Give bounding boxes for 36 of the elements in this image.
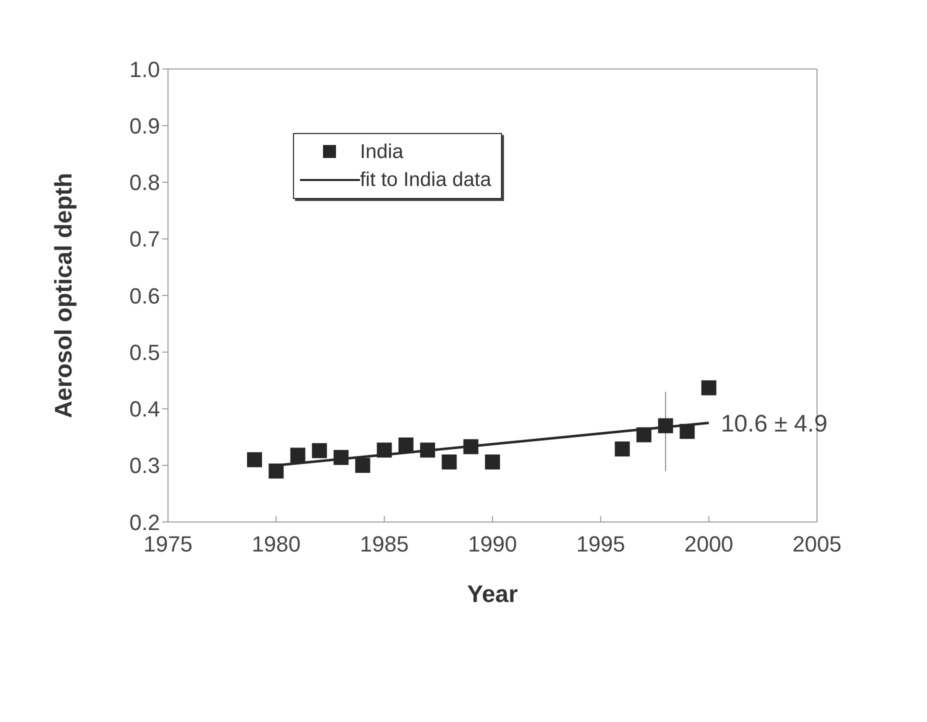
x-tick-label: 1985 [360,532,409,557]
x-tick-label: 2005 [792,532,842,557]
point [701,380,716,396]
point [355,458,370,473]
x-tick-label: 2000 [684,532,734,557]
point [247,452,262,468]
y-tick-label: 0.9 [129,113,160,138]
x-tick-label: 1995 [576,532,626,557]
point [463,439,478,454]
y-axis-title: Aerosol optical depth [50,172,78,418]
point [636,427,652,442]
point [614,441,630,456]
y-tick-label: 0.4 [129,396,160,422]
y-tick-label: 0.6 [129,283,160,308]
point [268,464,284,479]
y-tick-label: 0.8 [129,170,160,196]
point [334,450,349,465]
legend-label: fit to India data [360,168,492,192]
point [485,454,500,470]
point [398,437,414,452]
x-axis-title: Year [467,581,518,608]
x-tick-label: 1990 [468,532,517,557]
point [290,448,306,463]
point [680,424,695,439]
annotation: 10.6 ± 4.9 [720,410,828,438]
point [312,443,327,458]
y-tick-label: 0.5 [129,340,160,365]
legend-label: India [360,140,404,164]
point [442,454,457,470]
y-tick-label: 1.0 [129,56,160,82]
point [658,418,674,434]
x-tick-label: 1980 [252,532,301,557]
point [420,442,436,458]
point [376,442,392,458]
y-tick-label: 0.3 [129,453,160,478]
y-tick-label: 0.7 [129,226,160,252]
